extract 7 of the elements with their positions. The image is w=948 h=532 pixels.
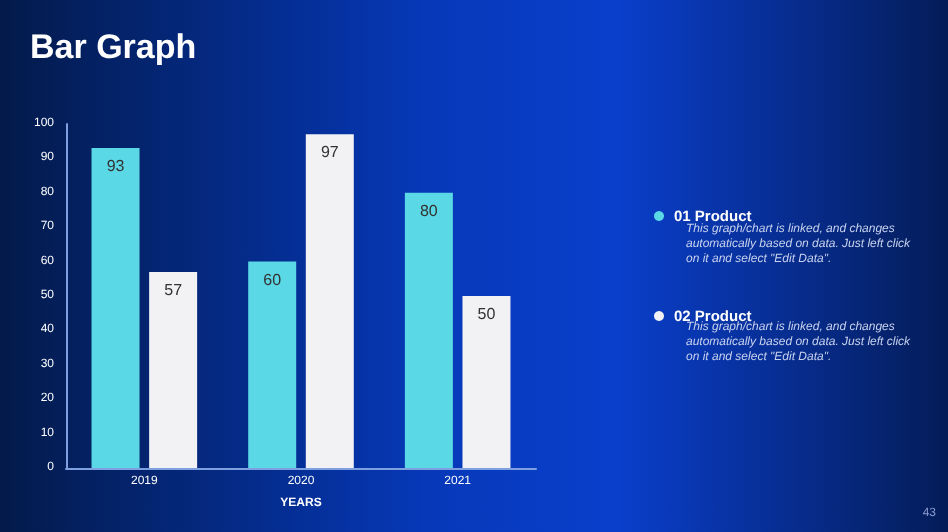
data-label: 97 <box>320 143 340 162</box>
data-label: 93 <box>106 157 126 176</box>
data-label: 50 <box>477 305 497 323</box>
data-label: 80 <box>419 201 439 220</box>
data-label: 57 <box>164 280 184 299</box>
data-label: 60 <box>263 270 283 289</box>
chart-title: Bar Graph <box>30 28 197 66</box>
